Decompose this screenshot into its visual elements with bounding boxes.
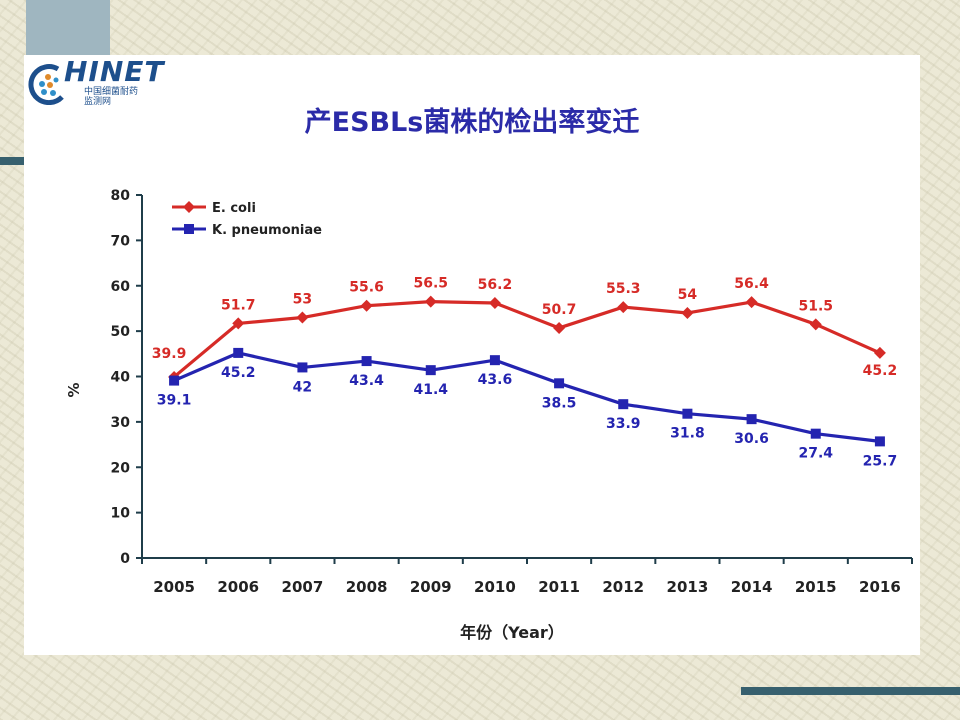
chart-legend: E. coli K. pneumoniae (172, 201, 322, 238)
y-tick-label: 70 (111, 233, 131, 249)
data-label: 51.7 (221, 297, 256, 313)
logo-wordmark: HINET (64, 55, 165, 88)
data-label: 45.2 (221, 365, 256, 381)
data-label: 25.7 (863, 453, 898, 469)
x-tick-label: 2006 (217, 578, 259, 596)
y-tick-label: 80 (111, 188, 131, 204)
data-point (425, 365, 436, 376)
data-point (681, 306, 694, 319)
chinet-logo: HINET 中国细菌耐药 监测网 (28, 55, 178, 107)
data-label: 56.2 (478, 277, 513, 293)
data-label: 43.4 (349, 373, 384, 389)
data-point (488, 296, 501, 309)
x-tick-label: 2005 (153, 578, 195, 596)
data-point (296, 311, 309, 324)
data-point (233, 347, 244, 358)
series-k-pneumoniae: 39.1 45.2 42 43.4 41.4 43.6 38.5 33.9 31.8 30.6 27… (157, 347, 898, 469)
legend-label: K. pneumoniae (212, 223, 322, 238)
data-point (489, 355, 500, 366)
line-chart: 产ESBLs菌株的检出率变迁 年份（Year） % 0 10 20 30 40 50 60 7… (65, 106, 913, 642)
data-point (361, 356, 372, 367)
decor-square (26, 0, 110, 55)
data-label: 55.3 (606, 281, 641, 297)
data-point (169, 375, 180, 386)
data-point (682, 408, 693, 419)
data-point (424, 295, 437, 308)
x-axis-label: 年份（Year） (460, 623, 564, 642)
data-label: 33.9 (606, 416, 641, 432)
data-label: 38.5 (542, 395, 577, 411)
data-point (232, 317, 245, 330)
data-label: 54 (678, 287, 698, 303)
y-tick-label: 60 (111, 279, 131, 295)
data-label: 55.6 (349, 280, 384, 296)
x-tick-label: 2012 (602, 578, 644, 596)
data-point (553, 321, 566, 334)
series-line (173, 300, 881, 379)
x-tick-label: 2011 (538, 578, 580, 596)
data-point (297, 362, 308, 373)
y-tick-label: 0 (120, 551, 130, 567)
data-point (554, 378, 565, 389)
data-label: 39.1 (157, 393, 192, 409)
logo-subtitle-line1: 中国细菌耐药 (84, 87, 139, 97)
data-label: 51.5 (798, 298, 833, 314)
data-label: 39.9 (152, 346, 187, 362)
x-tick-label: 2008 (346, 578, 388, 596)
data-label: 56.4 (734, 276, 769, 292)
legend-marker (184, 224, 194, 234)
data-label: 30.6 (734, 431, 769, 447)
data-point (809, 318, 822, 331)
data-label: 27.4 (798, 446, 833, 462)
y-axis-label: % (65, 382, 83, 397)
series-line (173, 351, 881, 443)
x-tick-label: 2007 (282, 578, 324, 596)
data-label: 42 (293, 379, 312, 395)
data-point (746, 414, 757, 425)
data-label: 43.6 (478, 372, 513, 388)
y-tick-label: 20 (111, 460, 131, 476)
x-tick-label: 2009 (410, 578, 452, 596)
chart-axes: 0 10 20 30 40 50 60 70 80 2005 2006 2007 2008 2009 201… (111, 188, 913, 596)
data-label: 53 (293, 292, 312, 308)
x-tick-label: 2013 (667, 578, 709, 596)
logo-globe-icon (28, 64, 64, 105)
data-point (745, 296, 758, 309)
x-tick-label: 2015 (795, 578, 837, 596)
x-tick-label: 2016 (859, 578, 901, 596)
legend-label: E. coli (212, 201, 256, 216)
data-point (873, 346, 886, 359)
y-tick-label: 50 (111, 324, 131, 340)
data-label: 41.4 (413, 382, 448, 398)
logo-subtitle-line2: 监测网 (84, 97, 112, 107)
data-point (810, 428, 821, 439)
y-tick-label: 30 (111, 415, 131, 431)
logo-subtitle: 中国细菌耐药 监测网 (84, 87, 164, 107)
data-point (618, 399, 629, 410)
legend-marker (183, 201, 195, 213)
chart-series: 39.9 51.7 53 55.6 56.5 56.2 50.7 55.3 54 56.4 51.5… (152, 276, 897, 470)
data-label: 50.7 (542, 302, 577, 318)
decor-bar-right (741, 687, 960, 695)
data-label: 31.8 (670, 426, 705, 442)
data-point (360, 299, 373, 312)
x-tick-label: 2010 (474, 578, 516, 596)
data-point (874, 436, 885, 447)
data-point (617, 301, 630, 314)
x-tick-label: 2014 (731, 578, 773, 596)
chart-title: 产ESBLs菌株的检出率变迁 (305, 106, 640, 138)
series-e-coli: 39.9 51.7 53 55.6 56.5 56.2 50.7 55.3 54 56.4 51.5… (152, 276, 897, 383)
decor-bar-left (0, 157, 24, 165)
y-tick-label: 40 (111, 370, 131, 386)
data-label: 56.5 (413, 276, 448, 292)
slide-panel: HINET 中国细菌耐药 监测网 产ESBLs菌株的检出率变迁 年份（Year）… (24, 55, 920, 655)
y-tick-label: 10 (111, 506, 131, 522)
data-label: 45.2 (863, 363, 898, 379)
